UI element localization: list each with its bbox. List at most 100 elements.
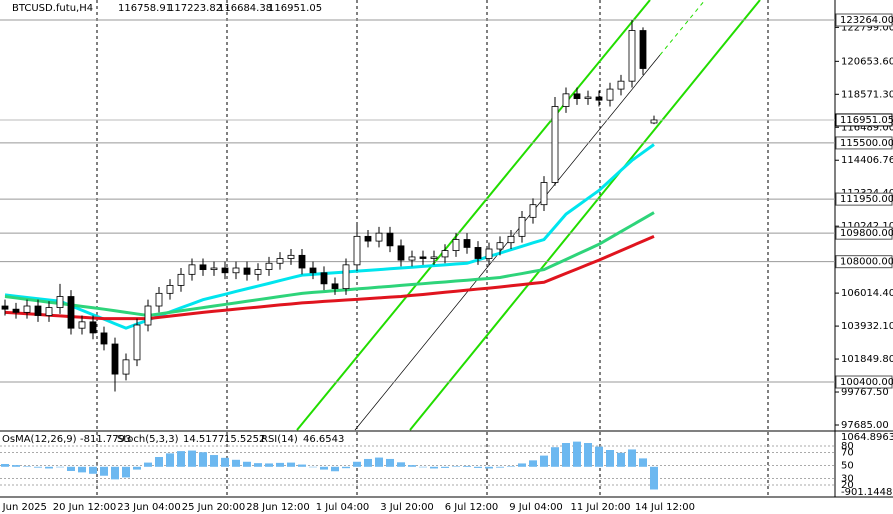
candle-body [23,305,31,313]
osma-bar [243,461,251,467]
x-tick-label: 9 Jul 04:00 [509,502,563,513]
osma-bar [573,441,581,467]
x-tick-label: 20 Jun 12:00 [53,502,117,513]
candle-body [133,324,141,361]
moving-average [4,234,655,321]
osma-bar [12,465,20,467]
osma-bar [540,455,548,467]
candle-body [650,119,658,124]
moving-average [4,211,655,318]
stoch-value: 15.5252 [224,434,265,445]
y-tick-label: 99767.50 [841,387,889,398]
osma-bar [265,463,273,467]
candle-body [221,267,229,274]
indicator-level-label: 80 [841,441,854,452]
candle-body [386,232,394,247]
moving-average [4,143,655,330]
osma-bar [221,457,229,467]
candle-body [243,267,251,275]
osma-bar [419,466,427,468]
current-price-label: 116951.05 [840,115,893,126]
candle-body [551,106,559,183]
level-label: 111950.00 [840,194,893,205]
candle-body [12,308,20,313]
osma-bar [364,458,372,467]
osma-bar [628,449,636,467]
osma-bar [430,466,438,469]
x-tick-label: 14 Jul 12:00 [635,502,695,513]
candle-body [573,93,581,99]
candle-body [485,248,493,259]
osma-bar [23,466,31,467]
level-label: 109800.00 [840,228,893,239]
channel-line [409,0,761,431]
level-label: 115500.00 [840,138,893,149]
osma-bar [287,462,295,467]
candle-body [111,343,119,375]
candle-body [166,285,174,294]
osma-bar [320,466,328,470]
symbol: BTCUSD.futu,H4 [12,3,93,14]
y-tick-label: 97685.00 [841,420,889,431]
osma-bar [232,459,240,467]
osma-name: OsMA(12,26,9) [2,434,77,445]
candle-body [529,204,537,218]
osma-bar [210,455,218,467]
osma-bar [584,443,592,467]
candle-body [320,272,328,285]
candle-body [67,296,75,329]
osma-bar [397,462,405,467]
osma-value: -811.7793 [80,434,131,445]
candle-body [430,256,438,259]
candle-body [628,30,636,82]
osma-bar [45,466,53,469]
candle-body [210,267,218,270]
candle-body [540,182,548,206]
chart-header: BTCUSD.futu,H4 116758.91 117223.82 11668… [12,3,322,14]
x-tick-label: 1 Jul 04:00 [316,502,370,513]
candle-body [375,232,383,242]
x-tick-label: 28 Jun 12:00 [246,502,310,513]
osma-bar [650,466,658,490]
candle-body [155,292,163,307]
level-label: 100400.00 [840,377,893,388]
close-value: 116951.05 [268,3,322,14]
osma-bar [1,463,9,467]
osma-bar [166,453,174,467]
osma-bar [595,446,603,467]
candle-body [100,332,108,345]
trend-line-extension [659,0,706,56]
trend-channel [296,0,761,431]
osma-bar [100,466,108,476]
indicator-level-label: 30 [841,474,854,485]
osma-bar [529,460,537,467]
osma-bar [441,466,449,468]
candle-body [496,242,504,250]
open-value: 116758.91 [118,3,172,14]
indicator-level-label: 50 [841,461,854,472]
indicator-level-label: 70 [841,448,854,459]
candle-body [309,267,317,274]
candle-body [408,256,416,261]
osma-bar [144,462,152,467]
candle-body [584,96,592,99]
osma-bar [56,466,64,468]
stoch-name: Stoch(5,3,3) [117,434,179,445]
osma-bar [78,466,86,473]
candle-body [254,269,262,275]
level-label: 108000.00 [840,257,893,268]
osma-bar [485,466,493,469]
candle-body [639,30,647,69]
candle-body [562,93,570,107]
y-tick-label: 118571.30 [841,89,893,100]
x-tick-label: 23 Jun 04:00 [117,502,181,513]
candle-body [353,235,361,266]
candle-body [606,88,614,101]
osma-bar [507,466,515,467]
candle-body [474,247,482,259]
osma-bar [133,466,141,470]
osma-bar [199,452,207,467]
osma-bar [496,466,504,468]
candle-body [342,264,350,289]
